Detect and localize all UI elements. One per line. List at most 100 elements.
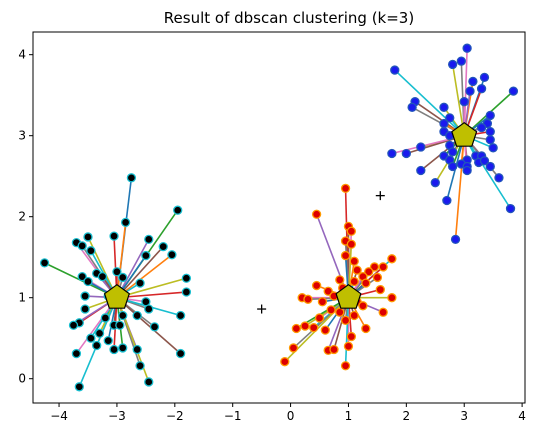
data-point [313,210,321,218]
data-point [350,277,358,285]
x-tick-label: −2 [166,409,184,423]
data-point [84,233,92,241]
data-point [440,103,448,111]
data-point [350,257,358,265]
data-point [417,143,425,151]
data-point [136,279,144,287]
x-tick-label: 4 [518,409,526,423]
data-point [145,305,153,313]
data-point [182,288,190,296]
data-point [350,312,358,320]
data-point [495,174,503,182]
data-point [342,316,350,324]
plus-marker [257,305,266,314]
plot-area [41,44,518,391]
data-point [359,302,367,310]
chart-title: Result of dbscan clustering (k=3) [164,9,414,27]
data-point [41,259,49,267]
data-point [110,346,118,354]
data-point [452,235,460,243]
data-point [72,350,80,358]
data-point [469,77,477,85]
data-point [478,124,486,132]
data-point [507,205,515,213]
data-point [336,276,344,284]
data-point [177,350,185,358]
data-point [151,323,159,331]
data-point [431,179,439,187]
data-point [87,334,95,342]
data-point [93,341,101,349]
data-point [342,362,350,370]
data-point [101,314,109,322]
data-point [347,227,355,235]
data-point [81,292,89,300]
data-point [177,312,185,320]
plus-marker [376,191,385,200]
data-point [486,136,494,144]
data-point [310,324,318,332]
data-point [379,308,387,316]
data-point [347,333,355,341]
data-point [362,324,370,332]
data-point [417,167,425,175]
data-point [292,324,300,332]
data-point [463,167,471,175]
connection-line [395,70,464,136]
data-point [362,279,370,287]
data-point [373,273,381,281]
data-point [159,243,167,251]
data-point [342,184,350,192]
data-point [87,247,95,255]
data-point [133,346,141,354]
data-point [75,383,83,391]
data-point [313,282,321,290]
x-tick-label: −1 [224,409,242,423]
x-tick-label: 2 [403,409,411,423]
data-point [119,312,127,320]
data-point [509,87,517,95]
data-point [379,263,387,271]
data-point [408,103,416,111]
data-point [136,362,144,370]
data-point [388,294,396,302]
x-tick-label: 0 [287,409,295,423]
data-point [174,206,182,214]
data-point [96,329,104,337]
data-point [344,342,352,350]
data-point [449,60,457,68]
data-point [449,162,457,170]
data-point [142,252,150,260]
data-point [486,162,494,170]
data-point [388,255,396,263]
data-point [301,322,309,330]
x-tick-label: −4 [50,409,68,423]
data-point [122,218,130,226]
data-point [78,242,86,250]
data-point [457,57,465,65]
data-point [402,150,410,158]
data-point [449,148,457,156]
data-point [182,274,190,282]
data-point [98,273,106,281]
y-tick-label: 2 [18,210,26,224]
data-point [440,120,448,128]
data-point [460,98,468,106]
axes-frame [33,32,525,403]
data-point [463,44,471,52]
data-point [81,305,89,313]
data-point [388,150,396,158]
data-point [104,337,112,345]
data-point [480,73,488,81]
data-point [466,87,474,95]
data-point [145,378,153,386]
data-point [478,85,486,93]
data-point [318,298,326,306]
data-point [119,273,127,281]
data-point [289,344,297,352]
y-tick-label: 1 [18,291,26,305]
x-tick-label: −3 [108,409,126,423]
data-point [376,286,384,294]
data-point [486,111,494,119]
